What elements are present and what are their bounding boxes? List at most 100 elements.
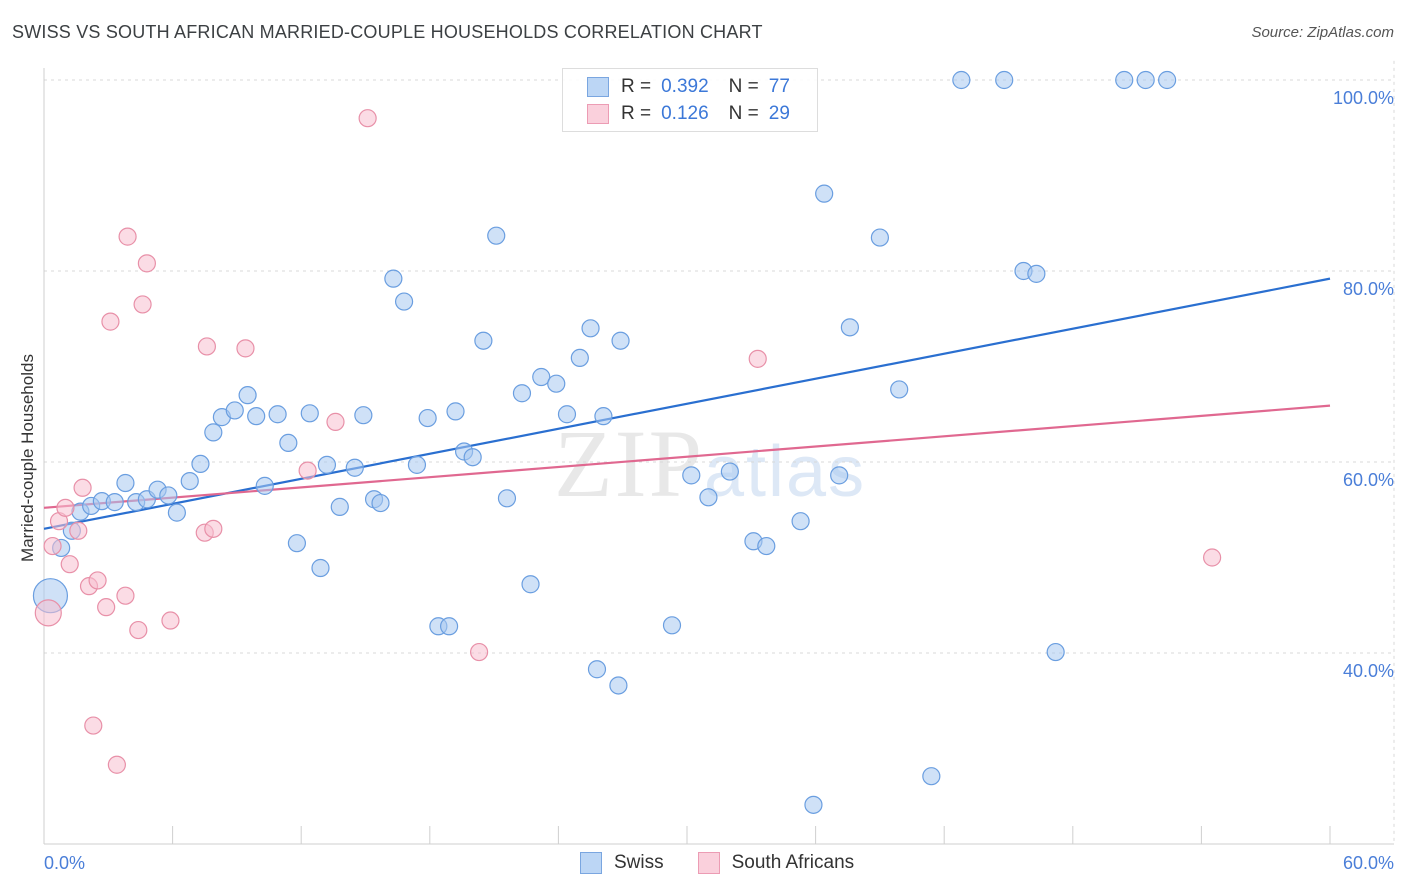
chart-title: SWISS VS SOUTH AFRICAN MARRIED-COUPLE HO… (12, 22, 763, 42)
swiss-point (952, 70, 971, 90)
swiss-point (922, 767, 941, 786)
swiss-point (557, 405, 577, 424)
legend-swatch-swiss (587, 77, 609, 97)
south-african-point (748, 349, 767, 368)
swiss-point (394, 292, 414, 311)
trend-line-south-africans (43, 404, 1331, 509)
south-african-point (56, 498, 75, 517)
swiss-point (815, 184, 834, 203)
swiss-point (238, 386, 257, 405)
south-african-point (69, 521, 88, 540)
legend-r-label: R = (621, 76, 652, 97)
bottom-legend-swatch-south-africans (697, 852, 720, 874)
swiss-point (830, 466, 849, 485)
swiss-point (995, 70, 1014, 90)
bottom-legend-label-south-africans: South Africans (731, 852, 855, 873)
swiss-point (204, 423, 223, 442)
swiss-point (371, 493, 390, 513)
swiss-point (255, 476, 274, 495)
swiss-point (611, 331, 630, 350)
south-african-point (88, 571, 107, 590)
swiss-point (512, 384, 532, 403)
swiss-point (407, 455, 427, 474)
swiss-point (354, 406, 373, 425)
tick-labels: 40.0% 60.0% 80.0% 100.0% 0.0% 60.0% (44, 88, 1394, 873)
axes (43, 68, 1394, 845)
y-tick-label: 100.0% (1333, 88, 1394, 108)
swiss-point (439, 617, 459, 636)
south-african-point (298, 461, 317, 480)
south-african-point (101, 312, 120, 331)
swiss-point (791, 512, 810, 531)
swiss-point (105, 493, 124, 512)
legend-r-label: R = (621, 103, 652, 124)
swiss-point (720, 462, 739, 481)
legend-n-value: 77 (768, 76, 790, 97)
bottom-legend-swiss: Swiss (580, 852, 664, 874)
swiss-point (1027, 264, 1046, 283)
bottom-legend: Swiss South Africans (580, 852, 888, 874)
watermark-zip: ZIP (554, 410, 704, 517)
swiss-point (870, 228, 890, 247)
swiss-point (487, 226, 506, 245)
south-african-point (137, 254, 156, 273)
swiss-point (225, 401, 244, 420)
x-tick-label: 0.0% (44, 853, 85, 873)
south-african-point (118, 227, 137, 246)
swiss-point (384, 269, 403, 288)
swiss-point (446, 402, 465, 421)
south-african-point (133, 295, 152, 314)
south-african-point (43, 536, 62, 556)
swiss-point (247, 407, 266, 426)
swiss-point (279, 433, 298, 452)
swiss-point (311, 558, 330, 578)
swiss-point (159, 486, 178, 505)
south-african-point (236, 339, 255, 358)
legend-r-value: 0.126 (661, 103, 709, 124)
swiss-point (532, 367, 551, 387)
swiss-point (804, 795, 823, 814)
south-african-point (60, 555, 79, 574)
swiss-point (268, 405, 287, 424)
south-african-point (34, 599, 62, 627)
swiss-point (840, 318, 859, 337)
swiss-point (699, 488, 718, 507)
y-tick-label: 40.0% (1343, 661, 1394, 681)
swiss-point (287, 534, 307, 553)
swiss-point (463, 448, 482, 467)
south-african-point (84, 716, 103, 735)
bottom-legend-swatch-swiss (580, 852, 602, 874)
y-tick-label: 80.0% (1343, 279, 1394, 299)
south-african-point (358, 109, 377, 128)
source-label: Source: ZipAtlas.com (1251, 24, 1394, 41)
swiss-point (594, 407, 613, 426)
swiss-point (345, 458, 364, 477)
y-tick-label: 60.0% (1343, 470, 1394, 490)
swiss-point (1136, 70, 1155, 90)
south-african-point (73, 478, 92, 497)
grid-lines (44, 60, 1395, 844)
south-african-point (97, 598, 116, 617)
bottom-legend-south-africans: South Africans (697, 852, 855, 874)
swiss-point (474, 331, 493, 350)
bottom-legend-label-swiss: Swiss (614, 852, 664, 873)
south-african-point (1203, 548, 1222, 567)
swiss-point (180, 472, 199, 491)
swiss-point (757, 536, 776, 556)
south-african-point (204, 519, 223, 538)
south-african-point (469, 642, 489, 662)
swiss-point (682, 466, 701, 485)
swiss-point (317, 455, 337, 474)
swiss-point (300, 404, 319, 423)
x-tick-label: 60.0% (1343, 853, 1394, 873)
south-african-point (107, 755, 126, 774)
swiss-point (1046, 642, 1065, 662)
legend: R = 0.392 N = 77 R = 0.126 N = 29 (562, 68, 818, 132)
legend-r-value: 0.392 (661, 76, 709, 97)
south-african-point (116, 586, 135, 605)
data-points (32, 70, 1222, 814)
swiss-point (570, 348, 589, 368)
south-african-point (129, 620, 148, 640)
swiss-point (587, 660, 607, 679)
